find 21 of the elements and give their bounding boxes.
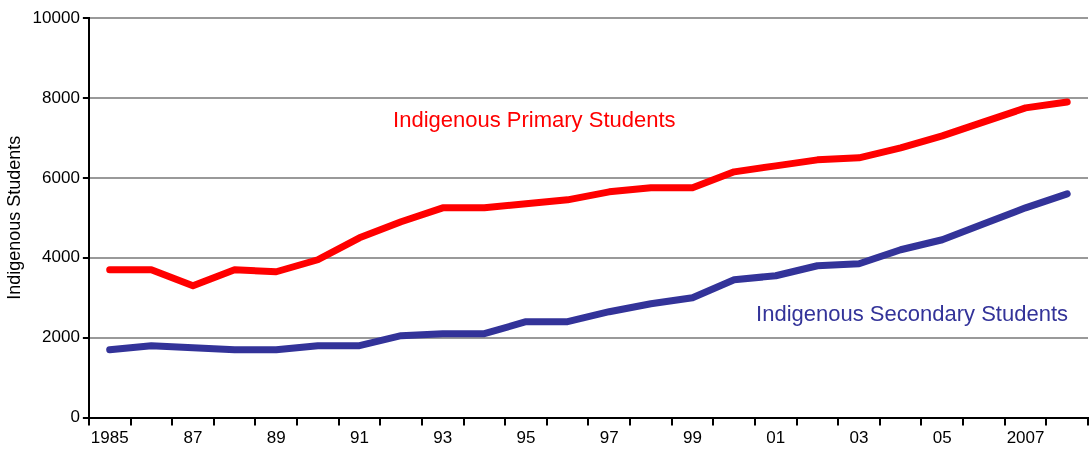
x-tick-label: 93: [433, 428, 453, 448]
x-tick-label: 01: [766, 428, 786, 448]
x-tick-label: 1985: [90, 428, 129, 448]
x-tick-label: 91: [350, 428, 369, 448]
x-tick-label: 87: [183, 428, 203, 448]
x-tick-label: 03: [849, 428, 869, 448]
x-tick-label: 05: [932, 428, 952, 448]
text: Indigenous Primary Students: [393, 106, 676, 132]
series-label: Indigenous Secondary Students: [756, 300, 1068, 326]
x-tick-label: 99: [683, 428, 702, 448]
y-tick-label: 4000: [42, 247, 80, 267]
y-tick-label: 2000: [42, 327, 80, 347]
y-tick-label: 6000: [42, 167, 80, 187]
x-tick-label: 95: [516, 428, 536, 448]
x-tick-label: 97: [599, 428, 619, 448]
y-axis-title: Indigenous Students: [3, 135, 24, 300]
x-tick-label: 2007: [1006, 428, 1045, 448]
y-tick-label: 0: [70, 407, 80, 427]
x-tick-label: 89: [266, 428, 286, 448]
y-tick-label: 10000: [32, 7, 80, 27]
y-tick-label: 8000: [42, 87, 80, 107]
